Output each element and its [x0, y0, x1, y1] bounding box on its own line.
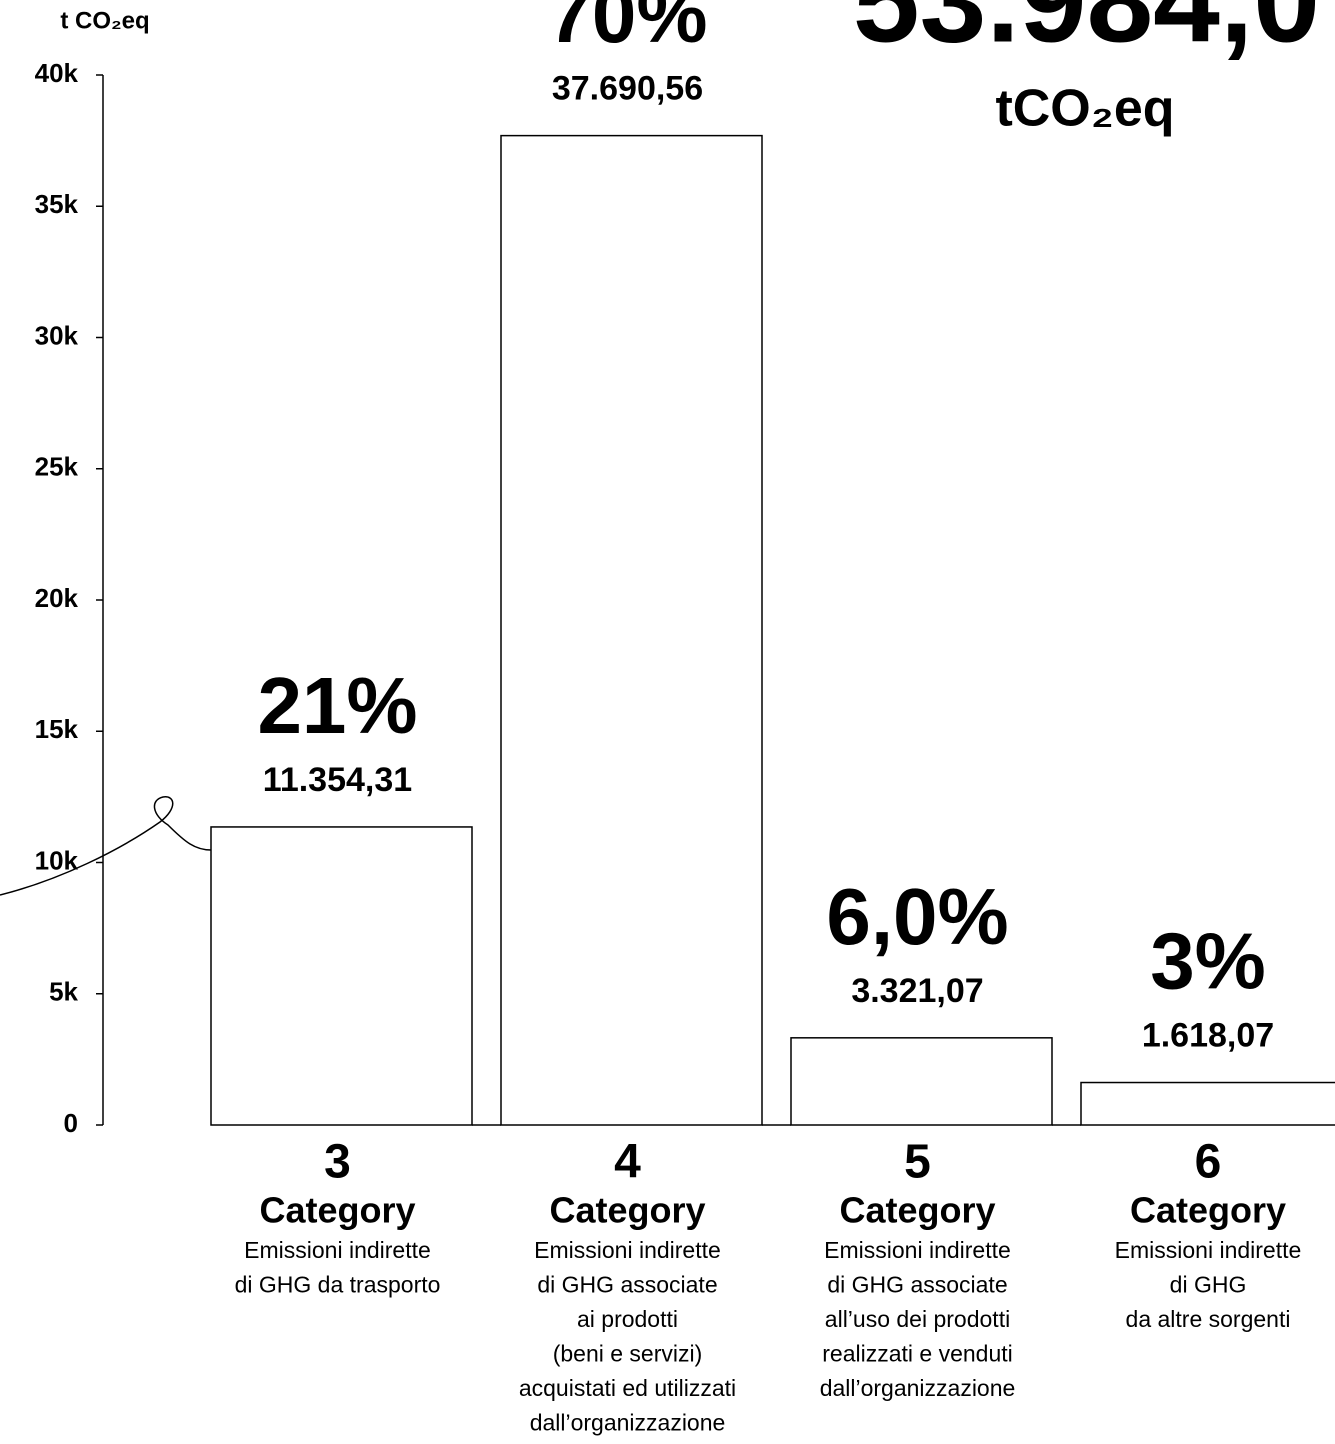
y-tick-label: 10k — [35, 845, 79, 875]
category-number: 4 — [614, 1136, 641, 1189]
category-title: Category — [1130, 1190, 1286, 1231]
percent-label: 21% — [257, 661, 417, 750]
y-tick-label: 35k — [35, 189, 79, 219]
value-label: 11.354,31 — [263, 761, 412, 799]
value-label: 37.690,56 — [552, 70, 703, 108]
y-tick-label: 25k — [35, 452, 79, 482]
category-description: di GHG da trasporto — [235, 1272, 441, 1298]
category-description: (beni e servizi) — [553, 1341, 703, 1367]
category-number: 6 — [1195, 1136, 1222, 1189]
category-description: di GHG associate — [537, 1272, 717, 1298]
category-description: da altre sorgenti — [1126, 1306, 1291, 1332]
category-description: Emissioni indirette — [1115, 1237, 1302, 1263]
category-description: Emissioni indirette — [244, 1237, 431, 1263]
category-description: realizzati e venduti — [822, 1341, 1013, 1367]
category-title: Category — [839, 1190, 995, 1231]
category-description: acquistati ed utilizzati — [519, 1375, 736, 1401]
category-description: di GHG associate — [827, 1272, 1007, 1298]
category-description: dall’organizzazione — [530, 1410, 726, 1436]
category-description: Emissioni indirette — [824, 1237, 1011, 1263]
category-title: Category — [549, 1190, 705, 1231]
bar — [790, 1037, 1053, 1126]
category-description: dall’organizzazione — [820, 1375, 1016, 1401]
bar — [500, 134, 763, 1126]
category-description: all’uso dei prodotti — [825, 1306, 1010, 1332]
category-description: Emissioni indirette — [534, 1237, 721, 1263]
y-tick-label: 5k — [49, 977, 78, 1007]
bar — [210, 826, 473, 1126]
value-label: 1.618,07 — [1142, 1017, 1274, 1055]
category-number: 3 — [324, 1136, 351, 1189]
total-value: 53.984,0 — [853, 0, 1320, 68]
total-unit: tCO₂eq — [995, 80, 1174, 138]
y-tick-label: 0 — [64, 1108, 78, 1138]
bar — [1080, 1081, 1335, 1126]
percent-label: 3% — [1150, 917, 1266, 1006]
y-tick-label: 30k — [35, 320, 79, 350]
percent-label: 6,0% — [826, 872, 1008, 961]
decorative-curve — [0, 796, 212, 896]
y-tick-label: 40k — [35, 58, 79, 88]
y-axis-label: t CO₂eq — [60, 7, 149, 34]
percent-label: 70% — [547, 0, 707, 59]
category-title: Category — [259, 1190, 415, 1231]
value-label: 3.321,07 — [851, 972, 983, 1010]
y-tick-label: 20k — [35, 583, 79, 613]
category-description: ai prodotti — [577, 1306, 678, 1332]
category-number: 5 — [904, 1136, 931, 1189]
y-tick-label: 15k — [35, 714, 79, 744]
category-description: di GHG — [1170, 1272, 1247, 1298]
